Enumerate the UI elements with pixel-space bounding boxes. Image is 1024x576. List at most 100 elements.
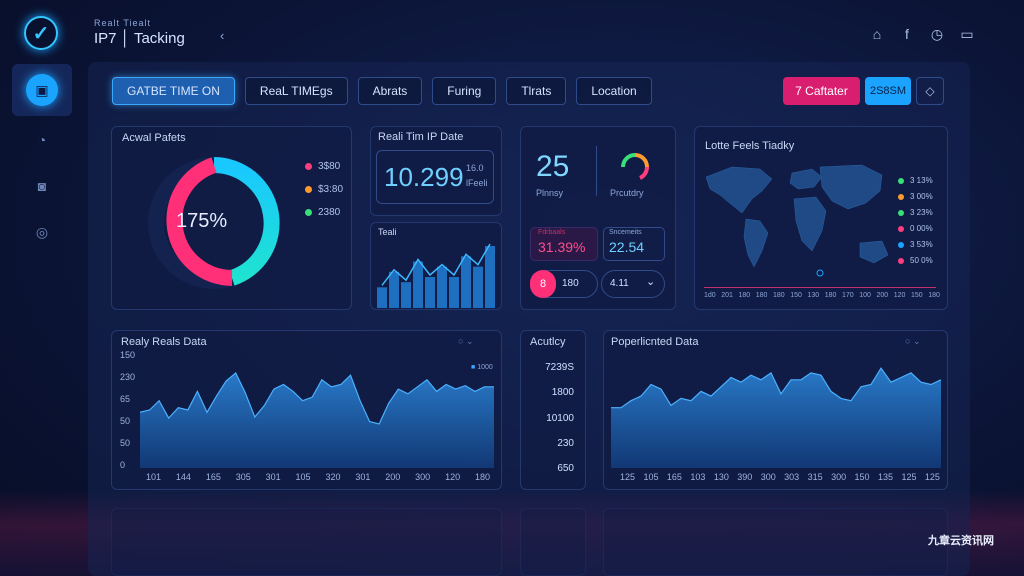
area-line xyxy=(611,367,941,409)
kpi-value: 25 xyxy=(536,150,570,183)
area1-y-axis: 150 230 65 50 50 0 xyxy=(120,350,135,470)
area2-x-axis: 125 105 165 103 130 390 300 303 315 300 150 135 125 1… xyxy=(620,472,940,482)
legend-item: 3$80 xyxy=(305,161,343,172)
x-tick-label: 165 xyxy=(205,472,221,482)
legend-dot xyxy=(305,163,312,170)
y-tick-label: 50 xyxy=(120,416,131,426)
sidebar-item-camera[interactable]: ◙ xyxy=(12,160,72,212)
donut-legend: 3$80 $3:80 2380 xyxy=(305,161,343,230)
x-tick-label: 103 xyxy=(690,472,706,482)
map-legend-item: 3 23% xyxy=(898,208,933,217)
chevron-down-icon[interactable]: ⌄ xyxy=(646,276,656,288)
secondary-action-button[interactable]: 2S8SM xyxy=(865,77,911,105)
area2-chart xyxy=(611,367,941,468)
legend-label: 3 13% xyxy=(910,176,933,185)
pct2-value: 22.54 xyxy=(609,239,645,255)
sidebar: ▣ ◔ ◙ ◎ xyxy=(12,64,72,258)
sidebar-item-globe[interactable]: ◎ xyxy=(12,206,72,258)
legend-dot xyxy=(305,186,312,193)
sidebar-item-dashboard[interactable]: ▣ xyxy=(12,64,72,116)
tab-location[interactable]: Location xyxy=(576,77,652,105)
x-tick-label: 130 xyxy=(713,472,729,482)
x-tick-label: 105 xyxy=(643,472,659,482)
map-axis-label: 180 xyxy=(738,292,751,299)
x-tick-label: 315 xyxy=(807,472,823,482)
legend-label: 0 00% xyxy=(910,224,933,233)
tab-tlrats[interactable]: Tlrats xyxy=(506,77,567,105)
bars-title: Teali xyxy=(378,227,397,237)
map-legend-item: 3 13% xyxy=(898,176,933,185)
legend-dot xyxy=(898,241,904,248)
accuracy-value: 10100 xyxy=(546,412,574,424)
kpi-label-2: Prcutdry xyxy=(610,188,644,198)
pill-1-value: 180 xyxy=(562,278,579,289)
app-logo-check-icon[interactable]: ✓ xyxy=(24,16,58,50)
area1-legend-label: 1000 xyxy=(477,364,493,371)
x-tick-label: 125 xyxy=(620,472,636,482)
tab-furing[interactable]: Furing xyxy=(432,77,497,105)
area1-settings-icon[interactable]: ○ ⌄ xyxy=(458,336,474,346)
y-tick-label: 230 xyxy=(120,372,136,382)
x-tick-label: 144 xyxy=(175,472,191,482)
accuracy-value: 230 xyxy=(557,437,574,449)
legend-label: 3 53% xyxy=(910,240,933,249)
x-tick-label: 303 xyxy=(784,472,800,482)
bar xyxy=(437,266,447,308)
realtime-sub1: 16.0 xyxy=(466,163,484,173)
pct-box-2 xyxy=(603,227,665,261)
bar-trend-line xyxy=(381,243,491,286)
home-icon[interactable]: ⌂ xyxy=(872,26,882,42)
area2-title: Poperlicnted Data xyxy=(611,336,699,348)
reflection-card-1 xyxy=(111,508,502,576)
tab-real-times[interactable]: ReaL TIMEgs xyxy=(244,77,348,105)
legend-label: 3 00% xyxy=(910,192,933,201)
accuracy-value: 7239S xyxy=(545,362,574,373)
back-chevron-icon[interactable]: ‹ xyxy=(220,28,225,43)
map-title: Lotte Feels Tiadky xyxy=(705,140,795,152)
x-tick-label: 180 xyxy=(474,472,490,482)
map-africa xyxy=(793,196,827,252)
tab-bar: GATBE TIME ON ReaL TIMEgs Abrats Furing … xyxy=(112,77,652,105)
map-legend: 3 13% 3 00% 3 23% 0 00% 3 53% 50 0% xyxy=(898,176,933,272)
legend-label: 3 23% xyxy=(910,208,933,217)
map-south-america xyxy=(743,218,769,268)
area1-title: Realy Reals Data xyxy=(121,336,207,348)
pct-box-1 xyxy=(530,227,598,261)
diamond-icon-button[interactable]: ◇ xyxy=(916,77,944,105)
facebook-icon[interactable]: f xyxy=(905,26,909,42)
globe-icon: ◎ xyxy=(35,223,49,240)
bar xyxy=(425,277,435,308)
tab-abrats[interactable]: Abrats xyxy=(357,77,423,105)
donut-segment-cyan xyxy=(213,157,280,286)
area2-settings-icon[interactable]: ○ ⌄ xyxy=(905,336,921,346)
tab-gate-time-on[interactable]: GATBE TIME ON xyxy=(112,77,235,105)
map-axis-label: 120 xyxy=(893,292,906,299)
map-axis-label: 180 xyxy=(824,292,837,299)
map-legend-item: 3 00% xyxy=(898,192,933,201)
legend-item: 2380 xyxy=(305,207,343,218)
bar xyxy=(389,271,399,308)
accuracy-value: 650 xyxy=(557,463,574,474)
map-axis-label: 170 xyxy=(842,292,854,299)
message-icon[interactable]: ▭ xyxy=(960,26,974,42)
bars-chart xyxy=(377,243,495,308)
legend-item: $3:80 xyxy=(305,184,343,195)
primary-action-button[interactable]: 7 Caftater xyxy=(783,77,860,105)
clock-icon[interactable]: ◷ xyxy=(930,26,944,42)
map-axis-label: 100 xyxy=(859,292,871,299)
world-map xyxy=(705,164,889,277)
legend-dot xyxy=(898,225,904,232)
sidebar-item-alarm[interactable]: ◔ xyxy=(12,114,72,166)
legend-label: 50 0% xyxy=(910,256,933,265)
brand: Realt Tiealt IP7 │ Tacking xyxy=(94,18,185,47)
x-tick-label: 120 xyxy=(445,472,461,482)
pill-1-badge: 8 xyxy=(530,270,556,298)
reflection-card-3 xyxy=(603,508,948,576)
donut-center-value: 175% xyxy=(176,210,228,232)
area1-chart xyxy=(140,371,494,468)
legend-label: $3:80 xyxy=(318,184,344,195)
realtime-sub2: lFeeli xyxy=(466,178,488,188)
x-tick-label: 320 xyxy=(325,472,341,482)
map-axis-label: 130 xyxy=(807,292,820,299)
pill-2[interactable] xyxy=(601,270,665,298)
